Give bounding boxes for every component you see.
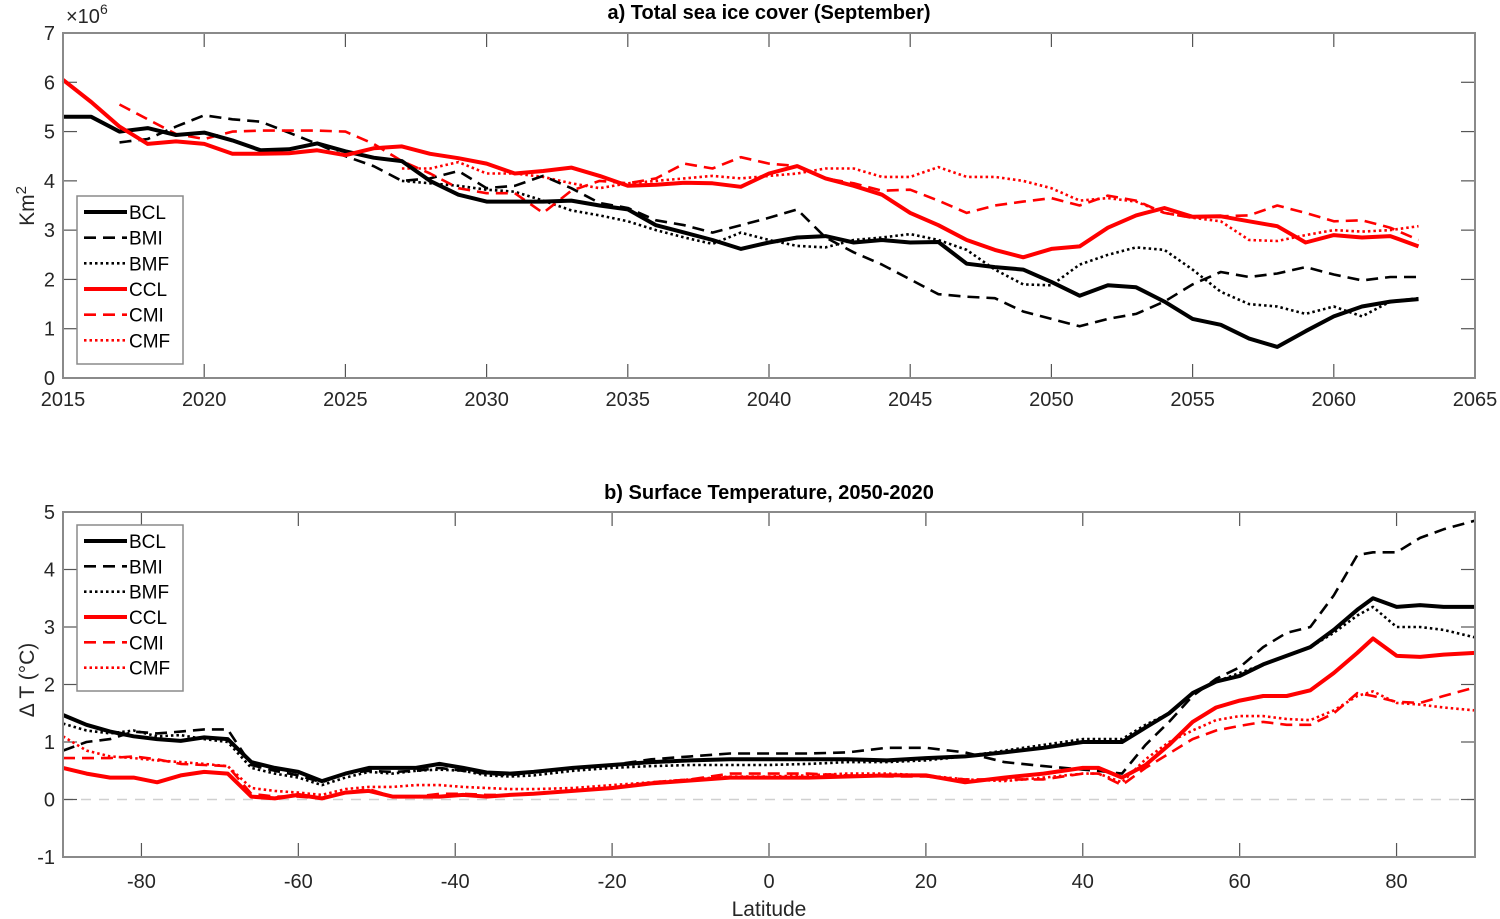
legend-label-cmi: CMI	[129, 306, 164, 327]
x-tick-label: -60	[284, 871, 313, 893]
y-tick-label: 0	[44, 790, 55, 812]
x-tick-label: -80	[127, 871, 156, 893]
legend-label-bcl: BCL	[129, 532, 166, 553]
x-tick-label: 2040	[747, 389, 792, 411]
x-tick-label: 2060	[1312, 389, 1357, 411]
y-tick-label: 6	[44, 72, 55, 94]
panel-a-series	[61, 78, 1420, 349]
legend-label-cmf: CMF	[129, 659, 170, 680]
panel-b-legend: BCL BMI BMF CCL CMI CMF	[76, 524, 184, 692]
legend-label-bmf: BMF	[129, 583, 169, 604]
y-tick-label: 7	[44, 23, 55, 45]
y-tick-label: 0	[44, 368, 55, 390]
panel-a-sea-ice: a) Total sea ice cover (September) ×106 …	[13, 1, 1497, 411]
y-tick-label: 3	[44, 220, 55, 242]
panel-b-frame	[62, 511, 1476, 858]
legend-label-bmi: BMI	[129, 557, 163, 578]
x-tick-label: -40	[441, 871, 470, 893]
panel-a-title: a) Total sea ice cover (September)	[607, 2, 930, 24]
panel-a-frame	[62, 32, 1476, 379]
y-tick-label: 4	[44, 560, 55, 582]
x-tick-label: -20	[598, 871, 627, 893]
series-line-cmi	[63, 686, 1476, 800]
y-tick-label: 2	[44, 675, 55, 697]
legend-label-ccl: CCL	[129, 608, 167, 629]
y-tick-label: 5	[44, 122, 55, 144]
panel-a-y-axis-label: Km2	[13, 186, 39, 226]
series-line-bcl	[62, 596, 1475, 784]
y-tick-label: 1	[44, 732, 55, 754]
y-tick-label: 2	[44, 269, 55, 291]
y-tick-label: 1	[44, 319, 55, 341]
x-tick-label: 0	[763, 871, 774, 893]
panel-a-y-exponent: ×106	[66, 1, 108, 28]
legend-box	[76, 524, 184, 692]
y-tick-label: -1	[37, 847, 55, 869]
series-line-bmi	[62, 519, 1476, 784]
panel-b-x-axis-label: Latitude	[732, 898, 807, 919]
x-tick-label: 60	[1229, 871, 1251, 893]
x-tick-label: 2065	[1453, 389, 1498, 411]
x-tick-label: 40	[1072, 871, 1094, 893]
series-line-bmi	[119, 114, 1419, 328]
legend-box	[76, 195, 184, 365]
x-tick-label: 2050	[1029, 389, 1074, 411]
legend-label-cmf: CMF	[129, 331, 170, 352]
panel-b-surface-temperature: b) Surface Temperature, 2050-2020 Δ T (°…	[16, 482, 1476, 919]
legend-label-bmi: BMI	[129, 229, 163, 250]
x-tick-label: 2035	[606, 389, 651, 411]
panel-b-title: b) Surface Temperature, 2050-2020	[604, 482, 934, 504]
y-tick-label: 3	[44, 617, 55, 639]
panel-a-ticks: 2015 2020 2025 2030 2035 2040 2045 2050 2055 2060…	[41, 23, 1498, 411]
series-line-ccl	[61, 78, 1420, 260]
panel-b-series	[62, 519, 1476, 801]
legend-label-cmi: CMI	[129, 633, 164, 654]
series-line-cmf	[62, 690, 1476, 797]
y-tick-label: 5	[44, 502, 55, 524]
x-tick-label: 2015	[41, 389, 86, 411]
x-tick-label: 2025	[323, 389, 368, 411]
series-line-bmf	[401, 179, 1419, 318]
x-tick-label: 2020	[182, 389, 227, 411]
x-tick-label: 80	[1385, 871, 1407, 893]
x-tick-label: 2030	[464, 389, 509, 411]
panel-a-legend: BCL BMI BMF CCL CMI CMF	[76, 195, 184, 365]
x-tick-label: 2045	[888, 389, 933, 411]
x-tick-label: 2055	[1170, 389, 1215, 411]
y-tick-label: 4	[44, 171, 55, 193]
series-line-cmf	[401, 160, 1419, 243]
series-line-bmf	[62, 605, 1476, 787]
legend-label-bcl: BCL	[129, 203, 166, 224]
legend-label-ccl: CCL	[129, 280, 167, 301]
panel-b-y-axis-label: Δ T (°C)	[16, 643, 39, 718]
x-tick-label: 20	[915, 871, 937, 893]
series-line-ccl	[62, 636, 1476, 801]
legend-label-bmf: BMF	[129, 254, 169, 275]
series-line-bcl	[63, 114, 1419, 349]
